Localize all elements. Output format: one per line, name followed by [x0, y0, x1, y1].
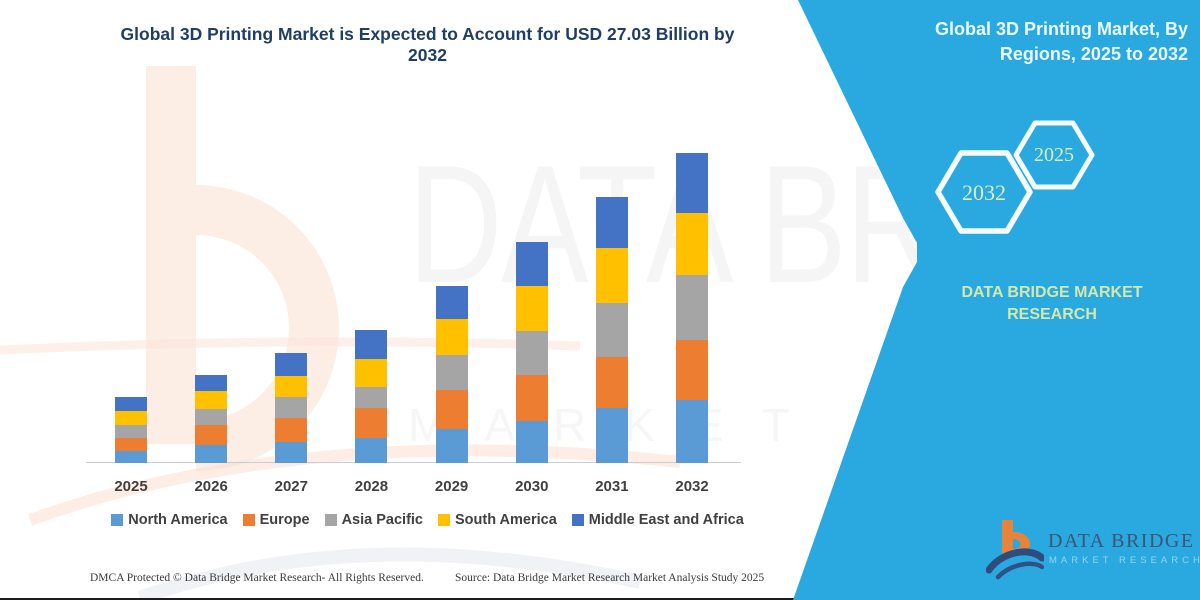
x-axis-label-2027: 2027	[274, 478, 308, 495]
brand-caption: DATA BRIDGE MARKET RESEARCH	[961, 284, 1143, 323]
bottom-border-line	[0, 598, 1200, 600]
bar-column-2025	[115, 396, 147, 463]
legend-label: Europe	[259, 512, 310, 528]
side-panel-title-line2: Regions, 2025 to 2032	[999, 44, 1188, 64]
bar-segment-north-america-2031	[595, 407, 628, 463]
legend-label: Asia Pacific	[341, 512, 423, 528]
bar-segment-south-america-2028	[355, 359, 388, 388]
dbmr-logo-name: DATA BRIDGE	[1048, 530, 1195, 552]
legend-swatch-icon	[324, 514, 337, 526]
bar-segment-middle-east-and-africa-2028	[355, 330, 388, 360]
bar-segment-middle-east-and-africa-2025	[115, 396, 147, 411]
bar-segment-asia-pacific-2028	[355, 387, 388, 408]
bar-segment-europe-2029	[435, 390, 468, 429]
bar-segment-asia-pacific-2031	[595, 302, 628, 358]
dbmr-b-logo-icon	[985, 520, 1046, 580]
bar-segment-north-america-2026	[195, 445, 228, 463]
bar-segment-europe-2025	[115, 437, 147, 451]
legend-label: Middle East and Africa	[588, 512, 744, 528]
bar-segment-asia-pacific-2030	[515, 331, 548, 375]
bar-segment-asia-pacific-2025	[115, 425, 147, 438]
dbmr-logo-subtitle: MARKET RESEARCH	[1049, 555, 1200, 566]
bar-segment-europe-2028	[355, 407, 388, 438]
bar-segment-middle-east-and-africa-2026	[195, 375, 228, 391]
bar-column-2032	[676, 152, 709, 463]
bar-segment-north-america-2025	[115, 450, 147, 463]
x-axis-label-2030: 2030	[515, 478, 549, 495]
bar-segment-europe-2032	[676, 339, 709, 401]
bar-segment-asia-pacific-2026	[195, 408, 228, 426]
bar-segment-south-america-2026	[195, 390, 228, 409]
page-title: Global 3D Printing Market is Expected to…	[85, 24, 770, 66]
bar-segment-middle-east-and-africa-2027	[275, 353, 308, 376]
bar-segment-south-america-2031	[595, 248, 628, 303]
bar-column-2029	[435, 285, 468, 463]
source-text: Source: Data Bridge Market Research Mark…	[455, 572, 765, 584]
legend-swatch-icon	[242, 514, 255, 526]
x-axis-label-2029: 2029	[434, 478, 469, 495]
bar-segment-asia-pacific-2032	[676, 275, 709, 340]
x-axis-label-2032: 2032	[675, 478, 709, 495]
legend-item-asia-pacific: Asia Pacific	[324, 512, 423, 528]
side-panel-title-line1: Global 3D Printing Market, By	[934, 19, 1188, 39]
bar-segment-north-america-2032	[676, 400, 709, 463]
bar-column-2026	[195, 375, 228, 463]
legend-item-europe: Europe	[242, 512, 310, 528]
bar-segment-north-america-2029	[435, 429, 468, 463]
bar-segment-north-america-2030	[515, 420, 548, 463]
bar-segment-middle-east-and-africa-2029	[435, 285, 468, 320]
bar-segment-north-america-2028	[355, 437, 388, 463]
legend-label: North America	[128, 512, 228, 528]
bar-segment-asia-pacific-2027	[275, 396, 308, 418]
bar-segment-middle-east-and-africa-2032	[676, 152, 709, 213]
legend-swatch-icon	[571, 514, 584, 526]
dbmr-logo: DATA BRIDGE MARKET RESEARCH	[985, 518, 1200, 582]
bar-segment-europe-2027	[275, 417, 308, 442]
x-axis-label-2028: 2028	[354, 478, 389, 495]
hexagon-label-2032: 2032	[962, 180, 1006, 205]
legend-item-south-america: South America	[438, 512, 557, 528]
x-axis-label-2025: 2025	[114, 478, 148, 495]
bar-segment-asia-pacific-2029	[435, 354, 468, 391]
bar-segment-europe-2026	[195, 425, 228, 446]
hexagon-label-2025: 2025	[1034, 144, 1074, 166]
bar-segment-middle-east-and-africa-2030	[515, 241, 548, 287]
legend-label: South America	[455, 512, 557, 528]
bar-segment-europe-2031	[595, 357, 628, 408]
dmca-text: DMCA Protected © Data Bridge Market Rese…	[90, 572, 424, 584]
bar-column-2027	[275, 353, 308, 463]
bar-column-2028	[355, 330, 388, 463]
bar-column-2031	[595, 196, 628, 463]
bar-segment-south-america-2030	[515, 286, 548, 332]
x-axis-label-2026: 2026	[194, 478, 228, 495]
legend-item-north-america: North America	[111, 512, 228, 528]
bar-column-2030	[515, 241, 548, 463]
bar-segment-middle-east-and-africa-2031	[595, 196, 628, 249]
bar-segment-south-america-2032	[676, 212, 709, 276]
bar-segment-north-america-2027	[275, 441, 308, 463]
page-title-line2: 2032	[408, 45, 447, 65]
legend: North America Europe Asia Pacific South Ame…	[85, 512, 770, 528]
bar-segment-europe-2030	[515, 374, 548, 421]
x-axis-label-2031: 2031	[595, 478, 629, 495]
bar-segment-south-america-2029	[435, 319, 468, 355]
bar-segment-south-america-2027	[275, 375, 308, 397]
legend-swatch-icon	[111, 514, 124, 526]
bar-segment-south-america-2025	[115, 410, 147, 426]
side-panel-title: Global 3D Printing Market, By Regions, 2…	[888, 17, 1188, 67]
x-axis-line	[86, 462, 741, 463]
page-title-line1: Global 3D Printing Market is Expected to…	[120, 24, 735, 44]
legend-swatch-icon	[438, 514, 450, 526]
legend-item-middle-east-and-africa: Middle East and Africa	[571, 512, 744, 528]
